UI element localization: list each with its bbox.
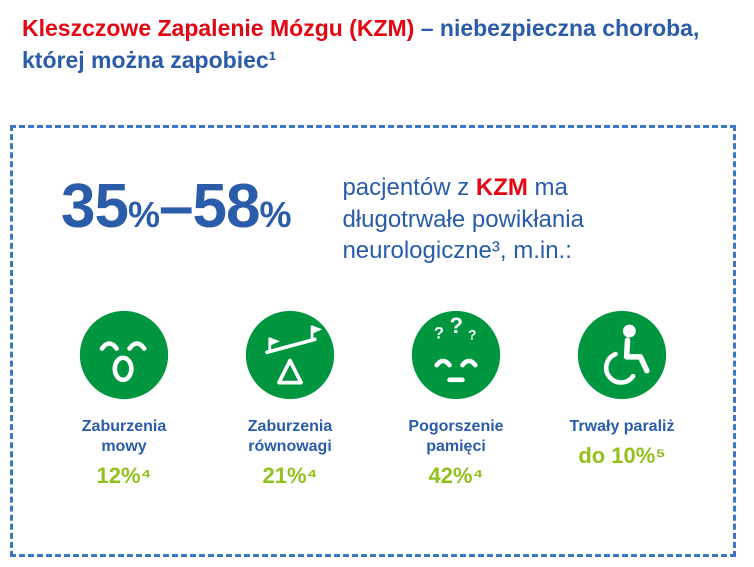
complication-label: Zaburzenia mowy [81, 418, 167, 456]
memory-question-face-icon: ? ? ? [410, 309, 502, 401]
complication-value: 42%⁴ [428, 463, 484, 489]
page-title-disease-name: Kleszczowe Zapalenie Mózgu (KZM) [22, 15, 415, 41]
complication-label: Pogorszenie pamięci [408, 418, 504, 456]
complication-label: Trwały paraliż [569, 418, 675, 436]
svg-text:?: ? [468, 327, 476, 342]
percent-sign-1: % [127, 194, 160, 235]
balance-seesaw-icon [244, 309, 336, 401]
percent-sign-2: % [259, 194, 291, 235]
range-dash: – [158, 172, 193, 241]
complications-row: Zaburzenia mowy 12%⁴ Zaburzenia [13, 309, 733, 489]
range-value-2: 58 [192, 172, 260, 241]
wheelchair-icon [576, 309, 668, 401]
headline-statistic: 35%–58% pacjentów z KZM ma długotrwałe p… [13, 128, 733, 267]
page-title-tagline: – niebezpieczna choroba, której można za… [22, 15, 700, 74]
complication-value: 12%⁴ [96, 463, 152, 489]
complication-paralysis: Trwały paraliż do 10%⁵ [539, 309, 705, 489]
desc-kzm-highlight: KZM [475, 174, 528, 201]
complication-speech: Zaburzenia mowy 12%⁴ [41, 309, 207, 489]
desc-suffix: ma długotrwałe powikłania neurologiczne³… [342, 174, 584, 265]
statistics-panel: 35%–58% pacjentów z KZM ma długotrwałe p… [10, 125, 736, 557]
complication-memory: ? ? ? Pogorszenie pamięci 42%⁴ [373, 309, 539, 489]
complication-value: 21%⁴ [262, 463, 318, 489]
svg-text:?: ? [450, 313, 464, 338]
page-title: Kleszczowe Zapalenie Mózgu (KZM) – niebe… [0, 0, 722, 76]
svg-text:?: ? [434, 323, 444, 342]
complication-balance: Zaburzenia równowagi 21%⁴ [207, 309, 373, 489]
desc-prefix: pacjentów z [342, 174, 476, 201]
statistic-description: pacjentów z KZM ma długotrwałe powikłani… [342, 170, 642, 267]
percentage-range: 35%–58% [61, 170, 291, 241]
range-value-1: 35 [61, 172, 129, 241]
complication-label: Zaburzenia równowagi [247, 418, 333, 456]
speech-disorder-face-icon [78, 309, 170, 401]
complication-value: do 10%⁵ [578, 443, 666, 469]
